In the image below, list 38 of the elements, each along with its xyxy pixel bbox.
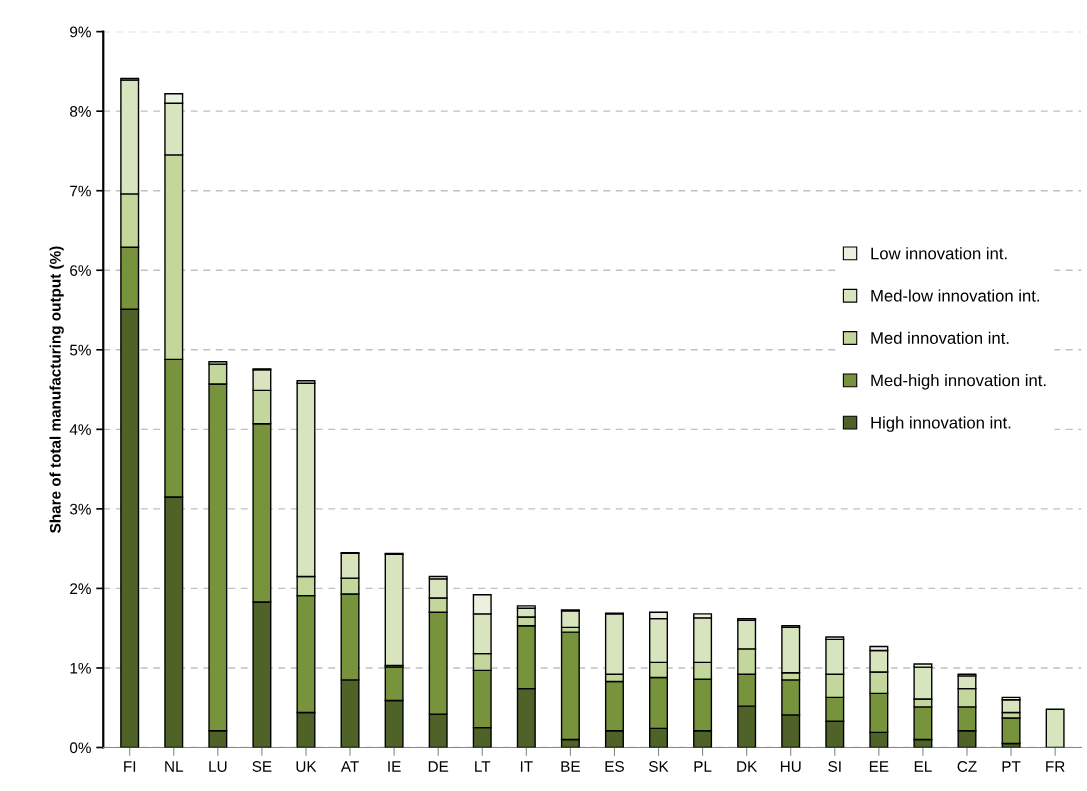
x-tick-label: DE	[428, 761, 449, 772]
x-tick-label: DK	[737, 761, 758, 772]
y-axis-title: Share of total manufacturing output (%)	[49, 246, 64, 533]
x-tick-label: FR	[1046, 761, 1065, 772]
x-tick-label: EL	[914, 761, 932, 772]
legend-label: Med-high innovation int.	[871, 374, 1046, 390]
x-tick-label: ES	[605, 761, 624, 772]
y-tick-label: 2%	[70, 583, 91, 595]
y-tick-label: 0%	[69, 742, 91, 754]
y-tick-label: 4%	[69, 424, 91, 435]
x-tick-label: IT	[520, 761, 533, 772]
x-tick-label: UK	[296, 761, 317, 772]
x-tick-label: AT	[340, 761, 359, 772]
y-tick-label: 9%	[70, 26, 91, 38]
x-tick-label: SE	[252, 761, 272, 772]
x-tick-label: PL	[694, 761, 712, 772]
x-tick-label: PT	[1002, 761, 1021, 772]
y-tick-label: 1%	[70, 662, 91, 674]
x-tick-label: BE	[561, 761, 580, 772]
x-tick-label: HU	[780, 761, 801, 772]
legend-label: Med innovation int.	[871, 331, 1009, 344]
legend-label: Low innovation int.	[871, 247, 1007, 260]
x-tick-label: IE	[388, 761, 401, 772]
y-tick-label: 6%	[70, 265, 91, 276]
legend-label: Med-low innovation int.	[871, 289, 1039, 302]
y-tick-label: 7%	[70, 185, 91, 197]
y-tick-label: 8%	[70, 106, 91, 117]
x-tick-label: EE	[869, 761, 889, 772]
x-tick-label: NL	[165, 761, 184, 772]
x-tick-label: SK	[649, 761, 669, 772]
x-tick-label: CZ	[957, 761, 977, 772]
legend-label: High innovation int.	[871, 416, 1011, 432]
x-tick-label: LT	[475, 761, 491, 772]
x-tick-label: LU	[209, 761, 227, 772]
y-tick-label: 3%	[69, 503, 91, 515]
y-tick-label: 5%	[69, 344, 91, 356]
x-tick-label: FI	[124, 761, 136, 772]
x-tick-label: SI	[828, 761, 841, 772]
